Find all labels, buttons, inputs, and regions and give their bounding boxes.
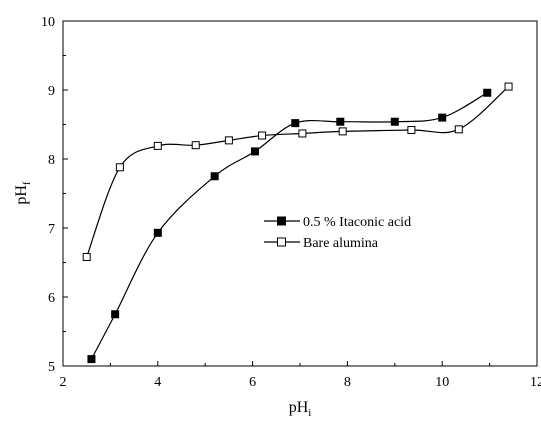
- data-point-filled: [291, 119, 300, 128]
- data-point-open: [298, 129, 307, 138]
- y-axis-title-main: pH: [13, 185, 30, 205]
- legend-marker-filled-square: [277, 216, 286, 226]
- data-point-open: [115, 163, 124, 172]
- y-tick-label: 9: [48, 84, 55, 99]
- data-point-open: [191, 141, 200, 150]
- data-point-open: [258, 131, 267, 140]
- legend-entry-bare-alumina: Bare alumina: [264, 236, 379, 251]
- x-tick-label: 2: [60, 375, 67, 390]
- axis-ticks: [62, 20, 538, 367]
- legend-label-bare-alumina: Bare alumina: [303, 236, 379, 251]
- data-point-filled: [87, 355, 96, 364]
- x-axis-title: pHi: [289, 399, 312, 419]
- data-point-open: [504, 82, 513, 91]
- y-tick-label: 7: [48, 222, 55, 237]
- data-point-filled: [390, 117, 399, 126]
- series-layer: [82, 82, 513, 364]
- legend-marker-open-square: [277, 237, 286, 247]
- data-point-filled: [210, 172, 219, 181]
- legend: 0.5 % Itaconic acid Bare alumina: [264, 215, 411, 251]
- x-tick-label: 10: [435, 375, 449, 390]
- data-point-open: [224, 136, 233, 145]
- y-tick-label: 6: [48, 291, 55, 306]
- x-tick-label: 6: [249, 375, 256, 390]
- data-point-filled: [153, 228, 162, 237]
- y-axis-title: pHf: [13, 181, 33, 205]
- data-point-filled: [483, 88, 492, 97]
- axis-tick-labels: 2 4 6 8 10 12 5 6 7 8 9 10: [41, 15, 541, 390]
- y-tick-label: 5: [48, 360, 55, 375]
- data-point-open: [153, 141, 162, 150]
- y-axis-title-subscript: f: [21, 181, 33, 185]
- data-point-open: [82, 252, 91, 261]
- plot-frame: [62, 20, 538, 367]
- x-tick-label: 4: [154, 375, 161, 390]
- x-tick-label: 8: [344, 375, 351, 390]
- legend-label-itaconic: 0.5 % Itaconic acid: [303, 215, 411, 230]
- data-point-open: [407, 126, 416, 135]
- x-axis-title-subscript: i: [308, 407, 311, 419]
- data-point-open: [454, 125, 463, 134]
- data-point-open: [338, 127, 347, 136]
- data-point-filled: [111, 310, 120, 319]
- data-point-filled: [438, 113, 447, 122]
- series-line: [86, 86, 509, 258]
- x-tick-label: 12: [530, 375, 541, 390]
- series-bare-alumina: [82, 82, 513, 261]
- x-axis-title-main: pH: [289, 399, 309, 416]
- y-tick-label: 8: [48, 153, 55, 168]
- series-itaconic-acid: [87, 88, 492, 364]
- y-tick-label: 10: [41, 15, 55, 30]
- data-point-filled: [336, 117, 345, 126]
- legend-entry-itaconic: 0.5 % Itaconic acid: [264, 215, 411, 230]
- data-point-filled: [250, 147, 259, 156]
- series-line: [90, 92, 488, 360]
